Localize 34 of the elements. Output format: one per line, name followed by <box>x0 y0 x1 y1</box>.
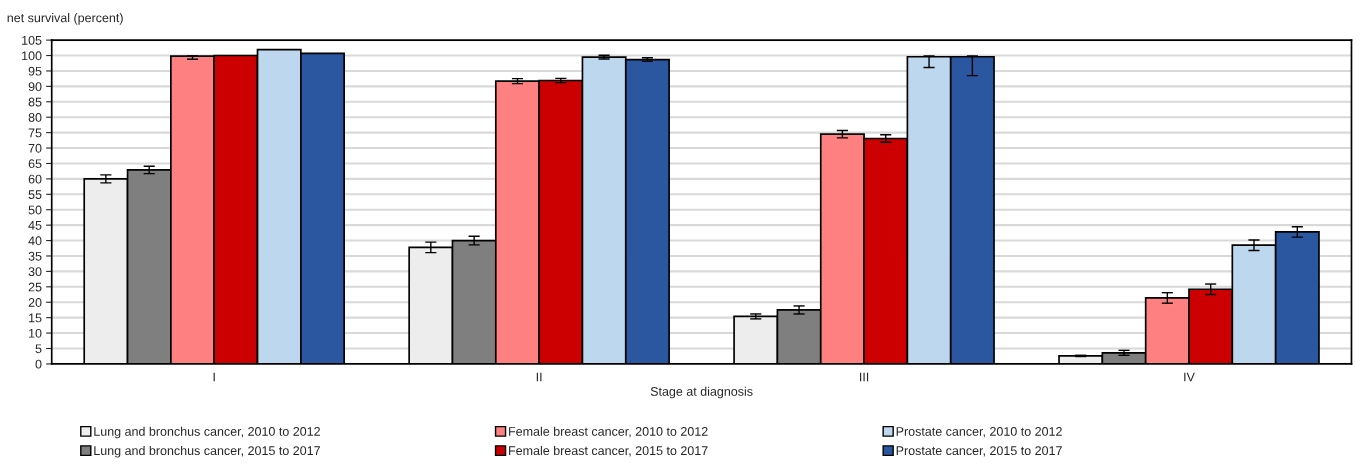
y-tick-label: 60 <box>28 174 42 184</box>
x-tick-label: I <box>213 372 215 382</box>
y-tick-label: 75 <box>28 128 42 138</box>
y-tick-label: 90 <box>28 82 42 92</box>
y-tick-label: 30 <box>28 267 42 277</box>
y-tick-label: 55 <box>28 190 42 199</box>
legend-label: Female breast cancer, 2015 to 2017 <box>509 445 708 457</box>
legend-label: Lung and bronchus cancer, 2015 to 2017 <box>94 445 320 458</box>
y-tick-label: 20 <box>28 298 42 307</box>
legend-label: Prostate cancer, 2015 to 2017 <box>896 446 1062 457</box>
y-tick-label: 105 <box>22 35 42 45</box>
legend-label: Lung and bronchus cancer, 2010 to 2012 <box>94 426 320 439</box>
legend-label: Prostate cancer, 2010 to 2012 <box>896 427 1062 438</box>
y-tick-label: 0 <box>35 359 42 369</box>
y-axis-title: net survival (percent) <box>7 13 123 25</box>
y-tick-label: 85 <box>28 97 42 107</box>
legend-label: Female breast cancer, 2010 to 2012 <box>509 426 708 438</box>
y-tick-label: 25 <box>28 282 42 292</box>
y-tick-label: 35 <box>28 251 42 261</box>
y-tick-label: 95 <box>28 66 42 76</box>
y-tick-label: 70 <box>28 143 42 153</box>
y-tick-label: 10 <box>29 328 42 338</box>
y-tick-label: 50 <box>28 205 42 215</box>
x-axis-title: Stage at diagnosis <box>650 386 753 399</box>
y-tick-label: 15 <box>29 313 42 323</box>
y-tick-label: 45 <box>28 221 42 230</box>
x-tick-label: II <box>536 372 542 382</box>
y-tick-label: 100 <box>22 51 42 61</box>
y-tick-label: 65 <box>28 159 42 169</box>
y-tick-label: 40 <box>28 236 42 246</box>
x-tick-label: III <box>860 372 869 382</box>
x-tick-label: IV <box>1184 372 1195 382</box>
y-tick-label: 5 <box>35 344 42 354</box>
y-tick-label: 80 <box>28 113 42 122</box>
